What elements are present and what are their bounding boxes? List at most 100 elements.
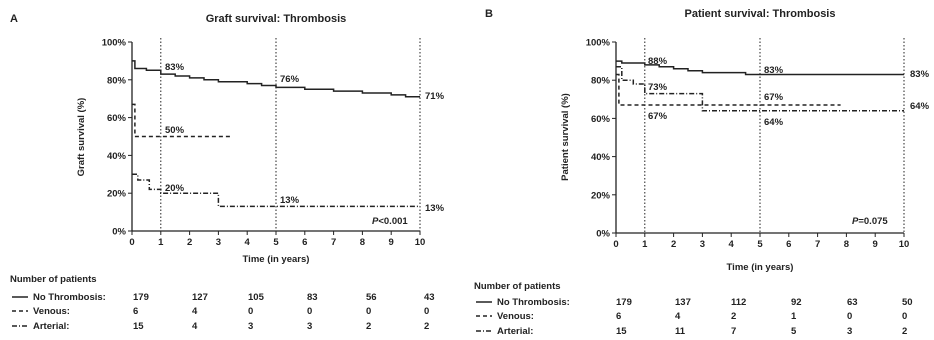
y-tick-label: 100% xyxy=(586,38,611,49)
panel-a: A Graft survival: Thrombosis Graft survi… xyxy=(10,13,445,332)
series-line-no-thrombosis xyxy=(616,60,904,76)
x-tick-label: 3 xyxy=(216,237,221,248)
panel-b-annotation-73: 73% xyxy=(648,82,668,93)
panel-a-p-value-text: <0.001 xyxy=(378,216,408,227)
x-tick-label: 5 xyxy=(273,237,279,248)
panel-a-annotation-20: 20% xyxy=(165,183,185,194)
panel-a-p-label: P xyxy=(372,216,379,227)
risk-value: 127 xyxy=(192,292,208,303)
x-tick-label: 6 xyxy=(302,237,307,248)
risk-value: 4 xyxy=(675,311,681,322)
risk-value: 0 xyxy=(902,311,907,322)
x-tick-label: 4 xyxy=(729,239,735,250)
risk-value: 4 xyxy=(192,321,198,332)
x-tick-label: 0 xyxy=(613,239,618,250)
x-tick-label: 2 xyxy=(671,239,676,250)
panel-b-p-value-text: =0.075 xyxy=(858,216,888,227)
panel-a-annotation-71: 71% xyxy=(425,91,445,102)
x-tick-label: 7 xyxy=(815,239,820,250)
risk-value: 2 xyxy=(366,321,371,332)
x-tick-label: 8 xyxy=(360,237,365,248)
x-tick-label: 8 xyxy=(844,239,849,250)
risk-value: 2 xyxy=(902,326,907,337)
series-line-arterial xyxy=(616,66,904,112)
x-tick-label: 1 xyxy=(642,239,648,250)
panel-b-x-axis-label: Time (in years) xyxy=(727,262,794,273)
x-tick-label: 6 xyxy=(786,239,791,250)
panel-b: B Patient survival: Thrombosis Patient s… xyxy=(474,8,930,337)
risk-value: 112 xyxy=(731,297,746,308)
risk-value: 3 xyxy=(248,321,253,332)
risk-value: 50 xyxy=(902,297,913,308)
series-line-venous xyxy=(132,103,233,138)
x-tick-label: 9 xyxy=(873,239,878,250)
risk-value: 0 xyxy=(248,306,253,317)
x-tick-label: 5 xyxy=(757,239,763,250)
x-tick-label: 10 xyxy=(415,237,426,248)
panel-b-annotation-64-end: 64% xyxy=(910,101,930,112)
x-tick-label: 9 xyxy=(389,237,394,248)
risk-value: 0 xyxy=(847,311,852,322)
risk-value: 0 xyxy=(424,306,429,317)
panel-b-y-axis-label: Patient survival (%) xyxy=(560,93,571,181)
risk-value: 4 xyxy=(192,306,198,317)
y-tick-label: 40% xyxy=(591,152,611,163)
risk-value: 2 xyxy=(731,311,736,322)
panel-a-risk-values: 179 127 105 83 56 436 4 0 0 0 015 4 3 3 2 2 xyxy=(133,292,435,332)
panel-a-risk-label-1: Venous: xyxy=(33,306,70,317)
panel-b-risk-label-0: No Thrombosis: xyxy=(497,297,570,308)
y-tick-label: 0% xyxy=(596,229,610,240)
risk-value: 105 xyxy=(248,292,265,303)
panel-b-letter: B xyxy=(485,8,493,20)
panel-a-plot-area: 0% 20% 40% 60% 80% 100% 0 1 2 3 4 5 6 7 8 9 10 xyxy=(102,38,426,249)
risk-value: 137 xyxy=(675,297,691,308)
risk-value: 179 xyxy=(616,297,632,308)
risk-value: 11 xyxy=(675,326,686,337)
panel-b-plot-area: 0% 20% 40% 60% 80% 100% 0 1 2 3 4 5 6 7 8 9 10 xyxy=(586,38,910,251)
panel-a-p-value: P<0.001 xyxy=(372,216,408,227)
y-tick-label: 20% xyxy=(107,189,127,200)
y-tick-label: 40% xyxy=(107,151,127,162)
risk-value: 7 xyxy=(731,326,736,337)
risk-value: 6 xyxy=(616,311,621,322)
series-line-no-thrombosis xyxy=(132,60,420,98)
risk-value: 92 xyxy=(791,297,802,308)
x-tick-label: 2 xyxy=(187,237,192,248)
risk-value: 15 xyxy=(616,326,627,337)
risk-value: 2 xyxy=(424,321,429,332)
x-tick-label: 3 xyxy=(700,239,705,250)
y-tick-label: 80% xyxy=(591,76,611,87)
x-tick-label: 1 xyxy=(158,237,164,248)
series-line-venous xyxy=(616,73,841,106)
panel-b-p-value: P=0.075 xyxy=(852,216,888,227)
series-line-arterial xyxy=(132,173,420,208)
risk-value: 43 xyxy=(424,292,435,303)
x-tick-label: 7 xyxy=(331,237,336,248)
risk-value: 5 xyxy=(791,326,797,337)
risk-value: 0 xyxy=(307,306,312,317)
panel-b-title: Patient survival: Thrombosis xyxy=(685,8,836,20)
panel-a-annotation-83: 83% xyxy=(165,62,185,73)
risk-value: 83 xyxy=(307,292,318,303)
risk-value: 179 xyxy=(133,292,149,303)
x-tick-label: 0 xyxy=(129,237,134,248)
panel-b-risk-label-2: Arterial: xyxy=(497,326,533,337)
y-tick-label: 60% xyxy=(107,113,127,124)
risk-value: 1 xyxy=(791,311,797,322)
panel-a-y-axis-label: Graft survival (%) xyxy=(76,98,87,177)
panel-b-annotation-83-mid: 83% xyxy=(764,65,784,76)
panel-a-risk-header: Number of patients xyxy=(10,274,97,285)
y-tick-label: 20% xyxy=(591,190,611,201)
risk-value: 3 xyxy=(307,321,312,332)
risk-value: 3 xyxy=(847,326,852,337)
panel-a-letter: A xyxy=(10,13,18,25)
panel-b-risk-label-1: Venous: xyxy=(497,311,534,322)
panel-a-annotation-13-end: 13% xyxy=(425,203,445,214)
risk-value: 6 xyxy=(133,306,138,317)
panel-a-annotation-50: 50% xyxy=(165,125,185,136)
x-tick-label: 4 xyxy=(245,237,251,248)
panel-a-annotation-13-mid: 13% xyxy=(280,195,300,206)
panel-a-annotation-76: 76% xyxy=(280,74,300,85)
panel-b-annotation-64-mid: 64% xyxy=(764,117,784,128)
